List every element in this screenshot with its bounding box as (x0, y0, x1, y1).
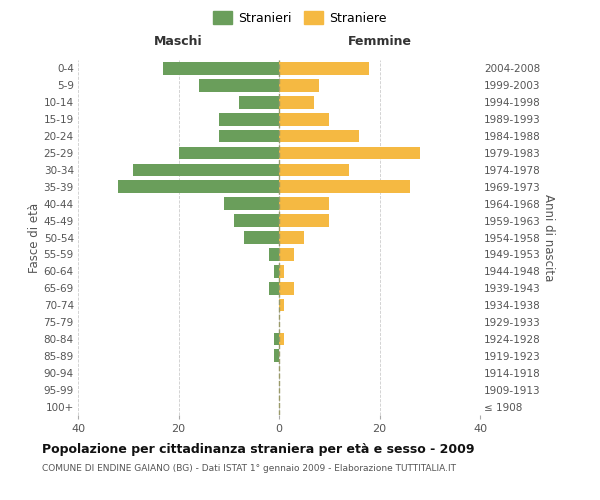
Bar (224, 198, 279, 210)
Legend: Stranieri, Straniere: Stranieri, Straniere (211, 8, 389, 28)
Text: Maschi: Maschi (154, 35, 203, 48)
Y-axis label: Fasce di età: Fasce di età (28, 202, 41, 272)
Bar (279, 299, 284, 312)
Bar (218, 130, 279, 142)
Bar (279, 146, 420, 160)
Bar (279, 130, 359, 142)
Bar (269, 248, 279, 260)
Bar (234, 214, 279, 227)
Bar (274, 350, 279, 362)
Bar (239, 96, 279, 108)
Bar (279, 164, 349, 176)
Text: Popolazione per cittadinanza straniera per età e sesso - 2009: Popolazione per cittadinanza straniera p… (42, 442, 475, 456)
Bar (279, 113, 329, 126)
Bar (133, 164, 279, 176)
Text: Femmine: Femmine (347, 35, 412, 48)
Bar (279, 62, 370, 75)
Bar (279, 265, 284, 278)
Bar (279, 214, 329, 227)
Bar (279, 180, 410, 193)
Bar (269, 282, 279, 294)
Bar (218, 113, 279, 126)
Bar (199, 79, 279, 92)
Bar (274, 332, 279, 345)
Bar (118, 180, 279, 193)
Bar (244, 231, 279, 244)
Bar (279, 332, 284, 345)
Bar (179, 146, 279, 160)
Text: COMUNE DI ENDINE GAIANO (BG) - Dati ISTAT 1° gennaio 2009 - Elaborazione TUTTITA: COMUNE DI ENDINE GAIANO (BG) - Dati ISTA… (42, 464, 456, 473)
Bar (163, 62, 279, 75)
Bar (279, 96, 314, 108)
Bar (279, 248, 294, 260)
Bar (279, 282, 294, 294)
Bar (279, 198, 329, 210)
Bar (279, 79, 319, 92)
Y-axis label: Anni di nascita: Anni di nascita (542, 194, 555, 281)
Bar (274, 265, 279, 278)
Bar (279, 231, 304, 244)
